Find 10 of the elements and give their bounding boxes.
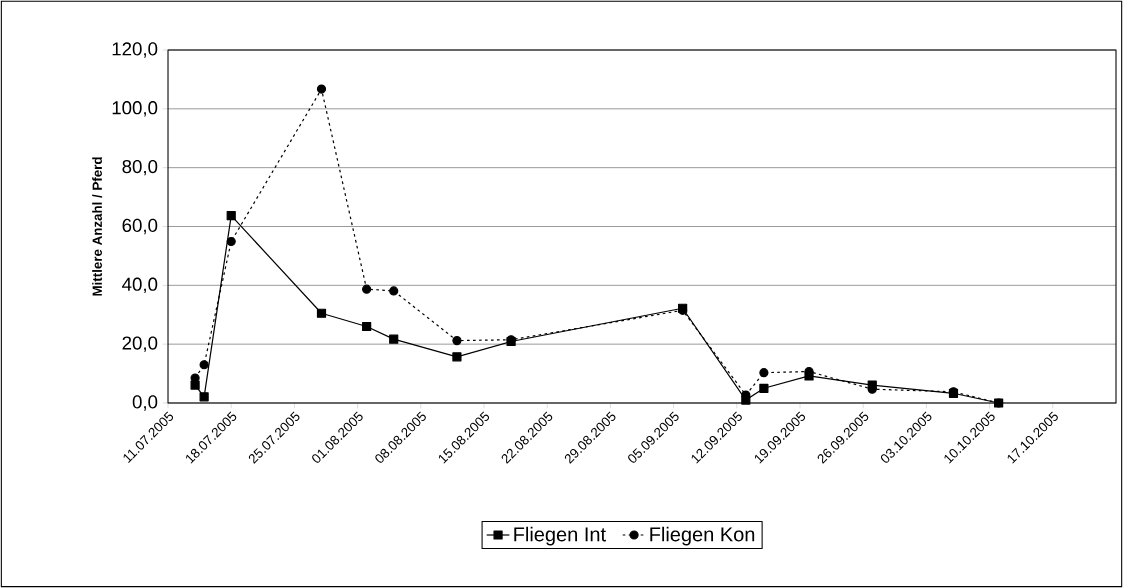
y-tick-label: 60,0 <box>122 218 158 235</box>
y-tick-label: 100,0 <box>112 101 158 117</box>
y-tick-label: 40,0 <box>122 277 158 294</box>
y-tick-label: 0,0 <box>132 395 158 411</box>
y-tick-label: 20,0 <box>122 336 158 352</box>
legend-label: Fliegen Int <box>514 526 606 546</box>
y-tick-label: 80,0 <box>122 159 158 176</box>
y-axis-title: Mittlere Anzahl / Pferd <box>92 157 103 296</box>
y-tick-label: 120,0 <box>112 42 158 58</box>
legend-label: Fliegen Kon <box>650 526 755 546</box>
